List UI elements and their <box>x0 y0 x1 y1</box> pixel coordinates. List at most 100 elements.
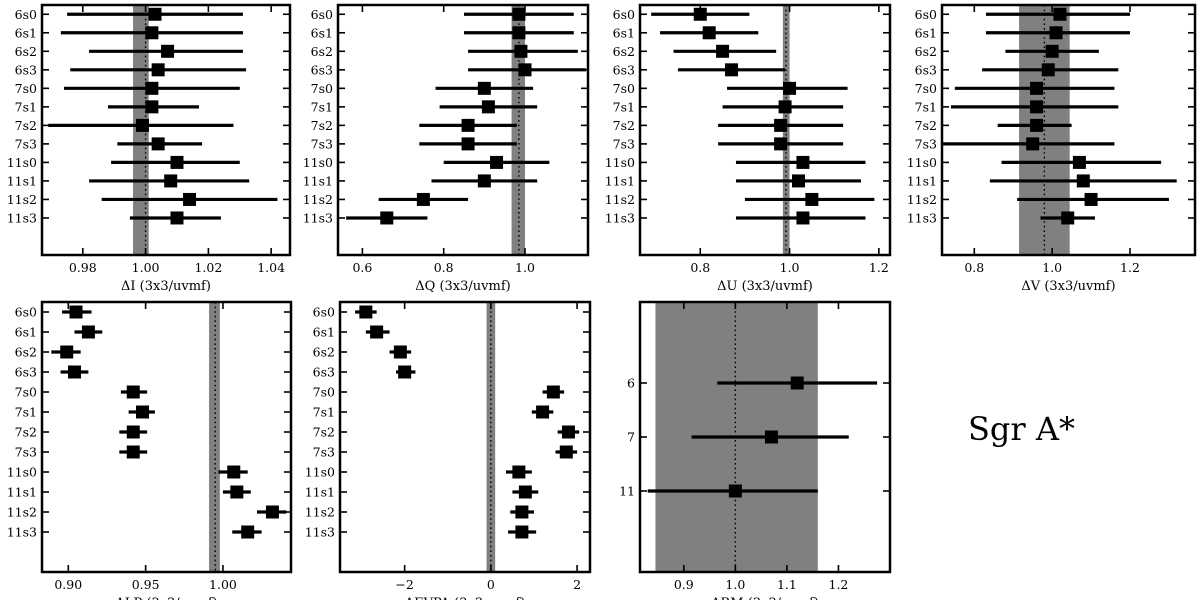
y-tick-label-6s2: 6s2 <box>313 345 335 360</box>
y-tick-label-7s1: 7s1 <box>311 99 333 114</box>
y-tick-label-11s3: 11s3 <box>303 210 333 225</box>
panel-frame <box>40 300 293 574</box>
x-tick-label-1p02: 1.02 <box>194 260 222 275</box>
source-label: Sgr A* <box>968 410 1075 448</box>
y-tick-label-7s0: 7s0 <box>15 385 37 400</box>
y-tick-label-7s3: 7s3 <box>613 136 635 151</box>
y-tick-label-7s3: 7s3 <box>313 445 335 460</box>
marker-7s0 <box>126 385 140 399</box>
y-tick-label-6s0: 6s0 <box>15 7 37 22</box>
panel-frame <box>40 3 292 257</box>
y-tick-label-6s2: 6s2 <box>15 44 37 59</box>
marker-6s1 <box>81 325 95 339</box>
errorbar-panel-delta-rm: 6 7 11 0.9 1.0 1.1 1.2 ΔRM (3x3/uvmf) <box>619 300 892 600</box>
y-tick-label-6s3: 6s3 <box>613 62 635 77</box>
marker-6s2 <box>1045 44 1059 58</box>
marker-7s0 <box>546 385 560 399</box>
marker-6s0 <box>512 7 526 21</box>
marker-7s2 <box>774 118 788 132</box>
marker-7s0 <box>477 81 491 95</box>
y-tick-label-11s1: 11s1 <box>605 173 635 188</box>
y-tick-label-6s1: 6s1 <box>313 325 335 340</box>
x-tick-label-1p2: 1.2 <box>869 260 889 275</box>
marker-7s0 <box>1030 81 1044 95</box>
y-tick-label-11s2: 11s2 <box>7 192 37 207</box>
marker-11s2 <box>805 192 819 206</box>
y-tick-label-6s0: 6s0 <box>311 7 333 22</box>
x-tick-label-1p2: 1.2 <box>1120 260 1140 275</box>
y-tick-label-7s2: 7s2 <box>613 118 635 133</box>
marker-11s1 <box>791 174 805 188</box>
y-tick-label-7s1: 7s1 <box>613 99 635 114</box>
marker-6s3 <box>398 365 412 379</box>
marker-7s3 <box>559 445 573 459</box>
marker-11s1 <box>230 485 244 499</box>
marker-11s0 <box>490 155 504 169</box>
marker-11s1 <box>164 174 178 188</box>
marker-7s2 <box>135 118 149 132</box>
marker-7s0 <box>783 81 797 95</box>
marker-6s3 <box>1041 63 1055 77</box>
y-tick-label-7s2: 7s2 <box>15 118 37 133</box>
marker-7s3 <box>461 137 475 151</box>
y-tick-label-7s2: 7s2 <box>311 118 333 133</box>
marker-11s0 <box>170 155 184 169</box>
x-tick-label-0p6: 0.6 <box>352 260 372 275</box>
y-tick-label-11s1: 11s1 <box>303 173 333 188</box>
marker-7s2 <box>561 425 575 439</box>
y-tick-label-11: 11 <box>619 484 635 499</box>
x-axis-label: ΔQ (3x3/uvmf) <box>415 279 510 294</box>
marker-11s1 <box>518 485 532 499</box>
marker-7s3 <box>151 137 165 151</box>
marker-7s2 <box>461 118 475 132</box>
x-tick-label-1: 1.00 <box>209 577 237 592</box>
y-tick-label-11s3: 11s3 <box>7 210 37 225</box>
y-tick-label-11s2: 11s2 <box>907 192 937 207</box>
y-tick-label-6s0: 6s0 <box>15 305 37 320</box>
marker-6s1 <box>370 325 384 339</box>
y-tick-label-6s1: 6s1 <box>915 25 937 40</box>
marker-11s0 <box>1072 155 1086 169</box>
y-tick-label-7s2: 7s2 <box>915 118 937 133</box>
x-tick-label-1p1: 1.1 <box>777 577 797 592</box>
marker-11s1 <box>477 174 491 188</box>
y-tick-label-7s0: 7s0 <box>915 81 937 96</box>
y-tick-label-7s0: 7s0 <box>613 81 635 96</box>
y-tick-label-7s3: 7s3 <box>15 445 37 460</box>
y-tick-label-6s3: 6s3 <box>313 365 335 380</box>
marker-6s1 <box>512 26 526 40</box>
y-tick-label-7s1: 7s1 <box>915 99 937 114</box>
marker-6s0 <box>148 7 162 21</box>
marker-11s0 <box>512 465 526 479</box>
x-tick-label-1: 1.0 <box>725 577 745 592</box>
y-tick-label-6s2: 6s2 <box>15 345 37 360</box>
y-tick-label-6s0: 6s0 <box>313 305 335 320</box>
y-tick-label-11s3: 11s3 <box>305 525 335 540</box>
marker-6s3 <box>151 63 165 77</box>
x-axis-label: ΔU (3x3/uvmf) <box>717 279 813 294</box>
marker-7s3 <box>1026 137 1040 151</box>
marker-6s0 <box>359 305 373 319</box>
x-tick-label-1p04: 1.04 <box>257 260 285 275</box>
y-tick-label-6s1: 6s1 <box>15 25 37 40</box>
y-tick-label-6s3: 6s3 <box>915 62 937 77</box>
marker-6s2 <box>393 345 407 359</box>
x-tick-label-0p9: 0.9 <box>674 577 694 592</box>
x-axis-label: ΔRM (3x3/uvmf) <box>711 596 819 600</box>
marker-7s2 <box>126 425 140 439</box>
y-tick-label-11s0: 11s0 <box>907 155 937 170</box>
marker-6 <box>790 376 804 390</box>
y-tick-label-7s0: 7s0 <box>311 81 333 96</box>
errorbar-panel-delta-lp: 6s0 6s1 6s2 6s3 7s0 7s1 7s2 7s3 11s0 11s1 11s2 11s3… <box>7 300 293 600</box>
y-tick-label-6s1: 6s1 <box>15 325 37 340</box>
y-tick-label-6s0: 6s0 <box>613 7 635 22</box>
y-tick-label-11s3: 11s3 <box>605 210 635 225</box>
marker-11s2 <box>416 192 430 206</box>
y-tick-label-6s1: 6s1 <box>613 25 635 40</box>
x-tick-label-1: 1.0 <box>1042 260 1062 275</box>
marker-7s2 <box>1030 118 1044 132</box>
x-axis-label: ΔEVPA (3x3-uvmf) <box>405 596 526 600</box>
y-tick-label-11s2: 11s2 <box>605 192 635 207</box>
marker-6s3 <box>518 63 532 77</box>
